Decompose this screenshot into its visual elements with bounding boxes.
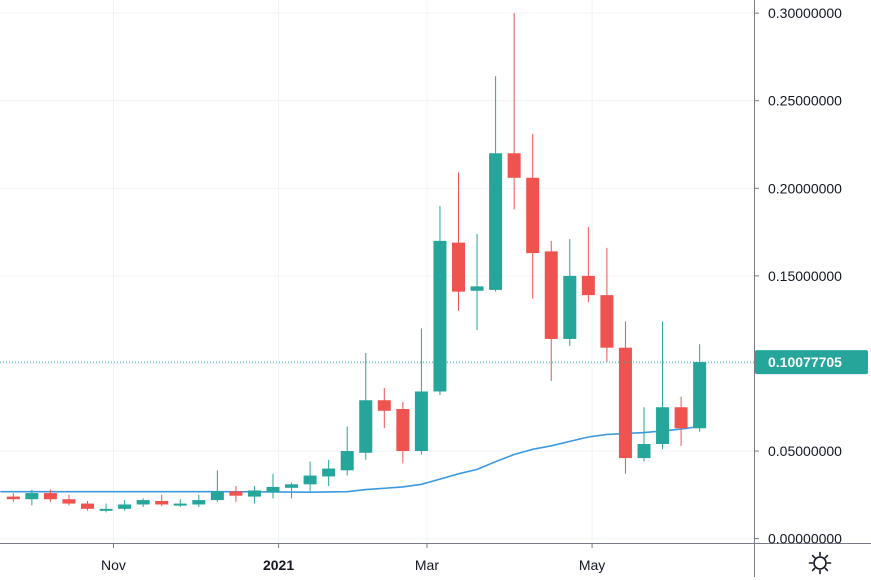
candle[interactable] bbox=[229, 486, 243, 502]
candle[interactable] bbox=[25, 489, 39, 506]
candle-body bbox=[6, 496, 20, 500]
candle-body bbox=[693, 362, 707, 429]
candle-body bbox=[62, 499, 76, 504]
candle[interactable] bbox=[81, 500, 94, 511]
candle-body bbox=[507, 153, 521, 178]
y-tick-label: 0.00000000 bbox=[768, 531, 842, 547]
candle[interactable] bbox=[266, 473, 280, 499]
candle-body bbox=[99, 508, 113, 511]
candle[interactable] bbox=[600, 247, 614, 362]
candle[interactable] bbox=[136, 498, 150, 508]
candle-body bbox=[656, 407, 670, 445]
candle[interactable] bbox=[155, 494, 169, 507]
candle-body bbox=[43, 493, 57, 500]
candle[interactable] bbox=[247, 486, 261, 504]
candle-body bbox=[359, 400, 373, 453]
y-tick-label: 0.30000000 bbox=[768, 5, 842, 21]
candle-body bbox=[674, 407, 688, 429]
candle[interactable] bbox=[285, 482, 299, 499]
candle[interactable] bbox=[322, 459, 336, 487]
x-tick-label: Mar bbox=[415, 557, 439, 573]
settings-gear-icon[interactable] bbox=[808, 551, 832, 575]
candle-body bbox=[414, 391, 428, 452]
x-axis-labels[interactable]: Nov 2021 Mar May bbox=[101, 557, 605, 573]
candle[interactable] bbox=[359, 352, 373, 460]
candle[interactable] bbox=[544, 240, 558, 381]
x-tick-label: 2021 bbox=[263, 557, 294, 573]
candle[interactable] bbox=[618, 321, 632, 474]
candle[interactable] bbox=[396, 401, 410, 464]
candle-body bbox=[526, 177, 540, 254]
candle[interactable] bbox=[118, 500, 132, 511]
candle[interactable] bbox=[377, 387, 391, 429]
candle-body bbox=[470, 286, 484, 291]
candle[interactable] bbox=[6, 493, 20, 502]
candle[interactable] bbox=[581, 226, 595, 303]
candle-body bbox=[81, 503, 94, 509]
candle-body bbox=[618, 347, 632, 459]
candle-body bbox=[489, 153, 503, 290]
x-tick-label: May bbox=[579, 557, 605, 573]
grid bbox=[0, 0, 754, 543]
candle-body bbox=[155, 500, 169, 505]
candle-body bbox=[229, 491, 243, 496]
candle-body bbox=[285, 484, 299, 488]
candle-body bbox=[637, 444, 651, 459]
last-price-value: 0.10077705 bbox=[768, 354, 842, 370]
candle[interactable] bbox=[637, 407, 651, 462]
candle[interactable] bbox=[62, 494, 76, 506]
candle-body bbox=[433, 240, 447, 392]
candle[interactable] bbox=[192, 494, 206, 508]
candle[interactable] bbox=[210, 470, 224, 502]
candle-body bbox=[136, 500, 150, 505]
x-tick-label: Nov bbox=[101, 557, 126, 573]
candle-body bbox=[247, 490, 261, 497]
y-tick-label: 0.25000000 bbox=[768, 93, 842, 109]
candle[interactable] bbox=[656, 321, 670, 450]
candle-body bbox=[396, 409, 410, 452]
y-tick-label: 0.20000000 bbox=[768, 180, 842, 196]
candle-body bbox=[322, 468, 336, 477]
candle[interactable] bbox=[173, 499, 187, 508]
y-axis-labels[interactable]: 0.30000000 0.25000000 0.20000000 0.15000000… bbox=[768, 5, 842, 546]
candle-body bbox=[173, 503, 187, 506]
candle-body bbox=[581, 275, 595, 296]
candle[interactable] bbox=[563, 239, 577, 346]
candle[interactable] bbox=[303, 461, 317, 492]
candle[interactable] bbox=[489, 76, 503, 292]
last-price-label: 0.10077705 bbox=[755, 350, 868, 375]
candle-body bbox=[544, 251, 558, 339]
candle[interactable] bbox=[507, 13, 521, 210]
y-tick-label: 0.15000000 bbox=[768, 268, 842, 284]
candle-body bbox=[600, 295, 614, 348]
candle-body bbox=[340, 451, 354, 471]
candle-body bbox=[210, 491, 224, 501]
candles[interactable] bbox=[6, 13, 707, 513]
last-price-badge bbox=[755, 350, 868, 375]
candle[interactable] bbox=[470, 233, 484, 331]
candle[interactable] bbox=[340, 426, 354, 476]
candle-body bbox=[377, 400, 391, 411]
y-tick-label: 0.05000000 bbox=[768, 443, 842, 459]
candle[interactable] bbox=[526, 133, 540, 299]
candle-body bbox=[452, 242, 465, 292]
candle-body bbox=[25, 493, 39, 500]
candle-body bbox=[118, 504, 132, 509]
candle[interactable] bbox=[693, 344, 707, 432]
candle-body bbox=[303, 475, 317, 485]
candle-body bbox=[192, 500, 206, 505]
candle[interactable] bbox=[452, 172, 465, 311]
candle[interactable] bbox=[674, 396, 688, 446]
candle-body bbox=[266, 486, 280, 493]
candle[interactable] bbox=[99, 503, 113, 513]
candle[interactable] bbox=[433, 205, 447, 395]
candle[interactable] bbox=[43, 489, 57, 502]
candle[interactable] bbox=[414, 328, 428, 455]
candle-body bbox=[563, 275, 577, 339]
